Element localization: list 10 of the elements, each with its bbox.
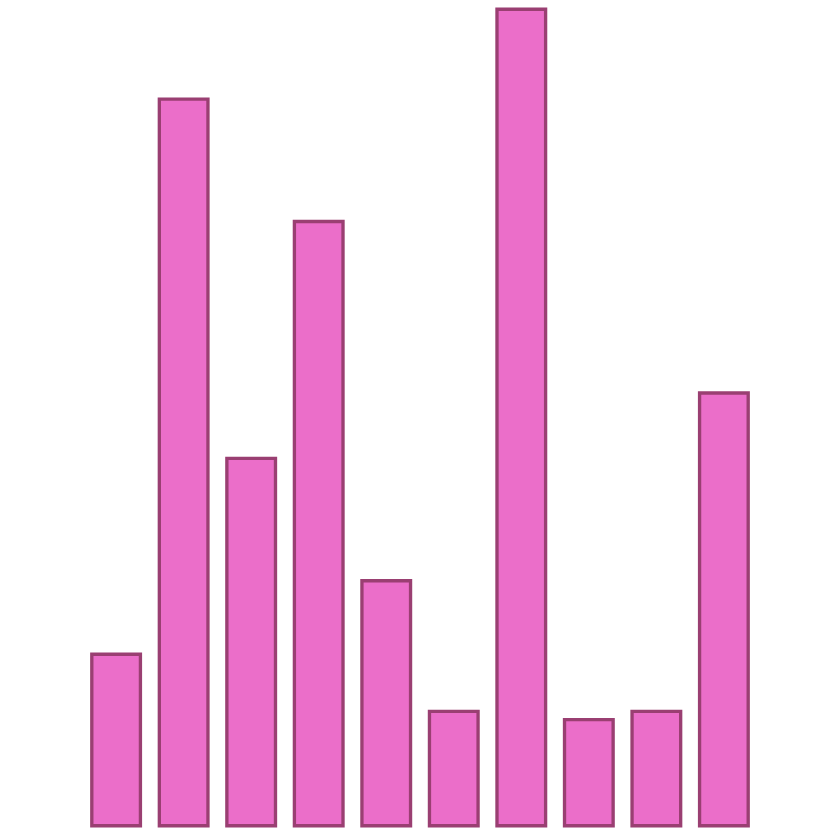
bar: [90, 652, 143, 828]
bar: [225, 456, 278, 828]
bar: [697, 391, 750, 828]
bar: [360, 579, 413, 828]
bar: [630, 709, 683, 828]
bar: [562, 717, 615, 828]
bar: [292, 219, 345, 828]
bar: [495, 7, 548, 828]
bar: [157, 97, 210, 828]
bar: [427, 709, 480, 828]
